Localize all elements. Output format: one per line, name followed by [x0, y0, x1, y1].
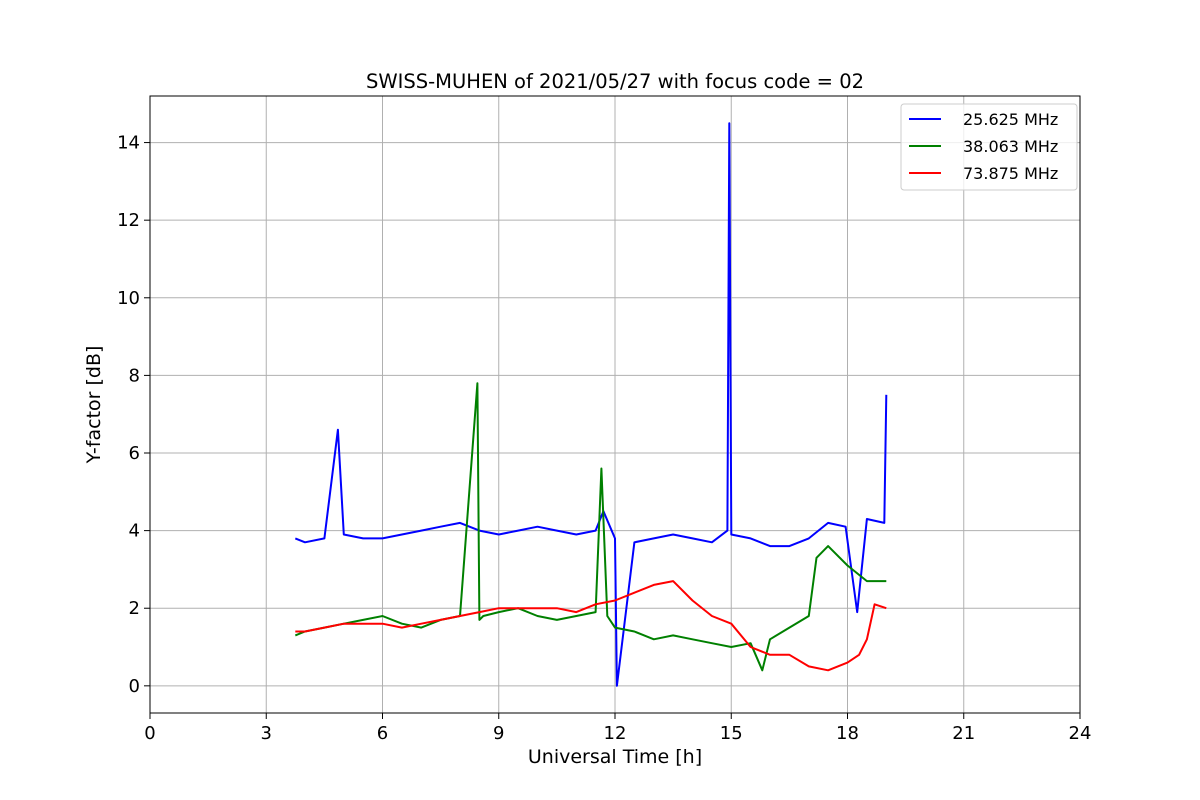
y-tick-label: 0 [129, 676, 140, 697]
legend-box [900, 103, 1078, 191]
legend-label: 25.625 MHz [963, 110, 1058, 129]
x-tick-label: 21 [952, 723, 975, 744]
x-tick-label: 6 [377, 723, 388, 744]
y-tick-label: 14 [117, 133, 140, 154]
x-tick-label: 9 [493, 723, 504, 744]
x-tick-label: 0 [144, 723, 155, 744]
chart-title: SWISS-MUHEN of 2021/05/27 with focus cod… [366, 70, 864, 93]
legend-label: 73.875 MHz [963, 164, 1058, 183]
series-line-2 [294, 382, 887, 672]
y-tick-label: 6 [129, 443, 140, 464]
y-axis-label: Y-factor [dB] [83, 346, 105, 465]
y-tick-label: 8 [129, 365, 140, 386]
y-tick-label: 12 [117, 210, 140, 231]
x-axis-label: Universal Time [h] [528, 746, 702, 768]
x-tick-label: 18 [836, 723, 859, 744]
x-tick-label: 15 [720, 723, 743, 744]
y-tick-label: 4 [129, 521, 140, 542]
x-tick-label: 12 [604, 723, 627, 744]
legend: 25.625 MHz 38.063 MHz 73.875 MHz [900, 103, 1078, 191]
series-lines [294, 122, 888, 687]
y-tick-label: 2 [129, 598, 140, 619]
series-line-1 [294, 122, 888, 687]
x-tick-label: 24 [1069, 723, 1092, 744]
series-line-3 [295, 580, 887, 672]
x-tick-label: 3 [261, 723, 272, 744]
y-tick-label: 10 [117, 288, 140, 309]
legend-label: 38.063 MHz [963, 137, 1058, 156]
